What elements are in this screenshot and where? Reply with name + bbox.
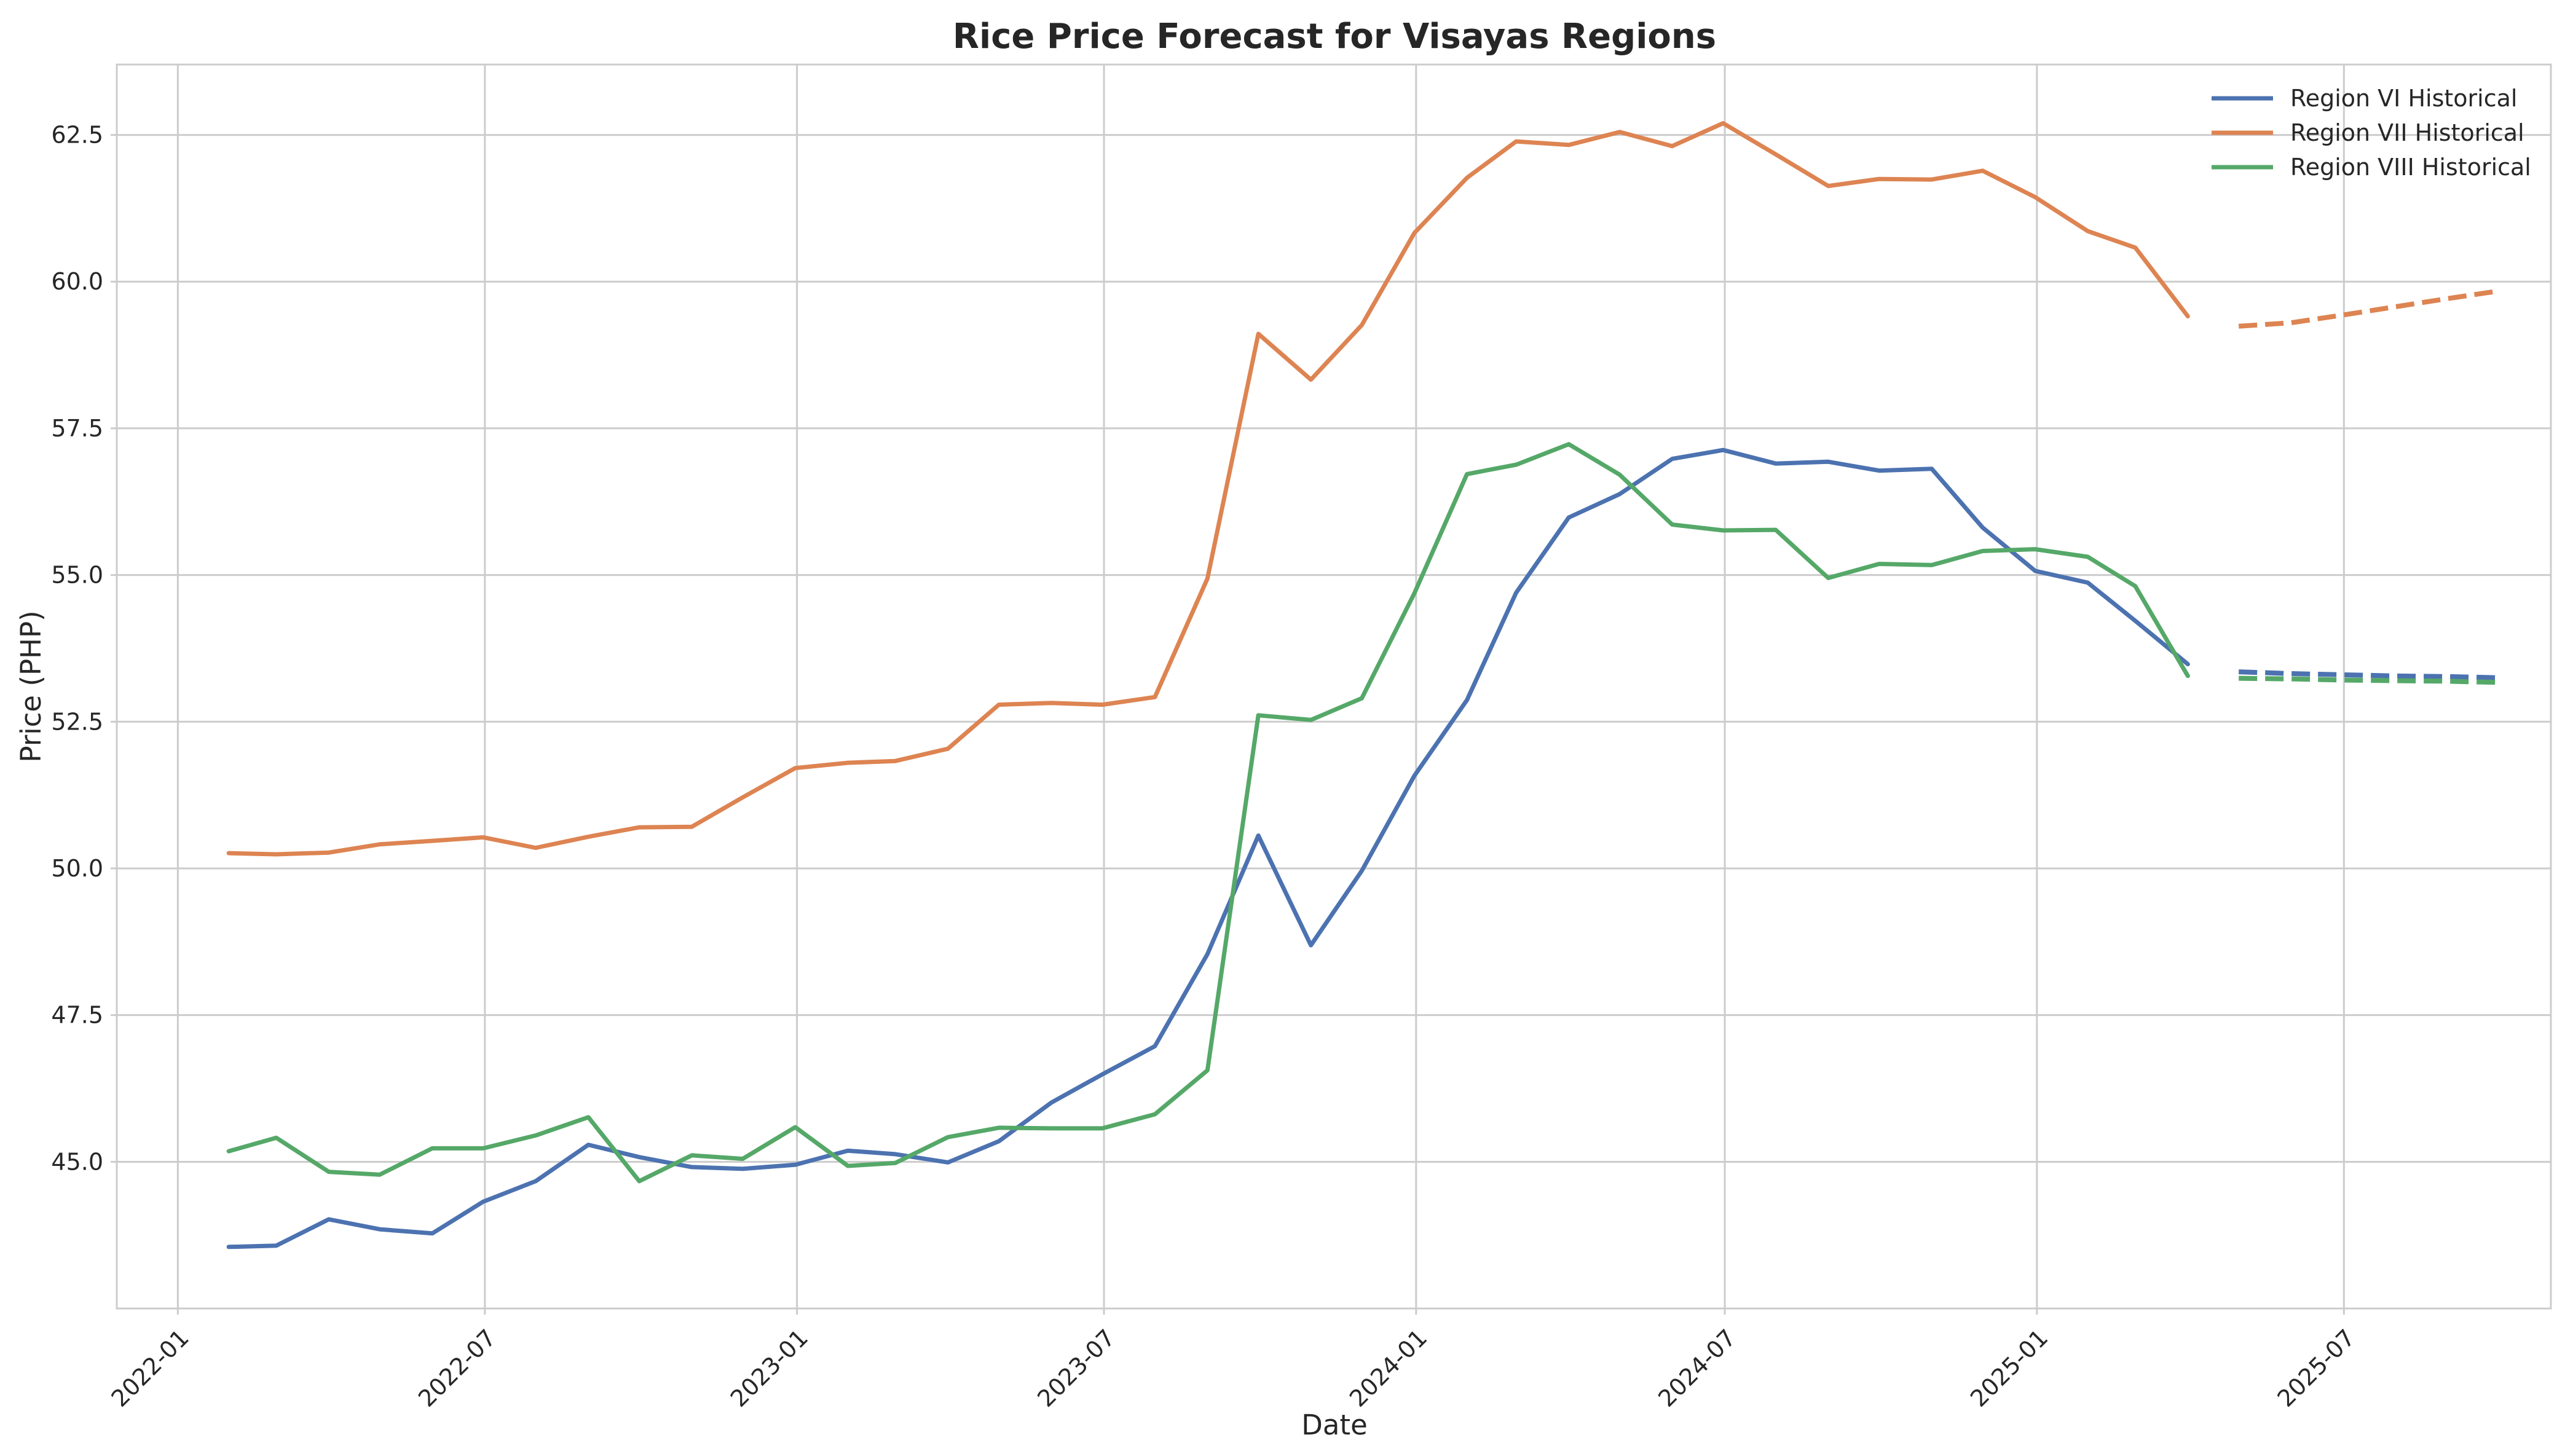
grid [117,65,2551,1308]
forecast-line-1 [2239,669,2499,680]
legend-label-2: Region VII Historical [2290,119,2524,146]
y-tick-label: 55.0 [51,562,103,589]
series-lines [226,121,2499,1249]
y-tick-label: 60.0 [51,268,103,295]
y-tick-label: 47.5 [51,1002,103,1029]
y-tick-label: 45.0 [51,1148,103,1175]
series-line-3 [226,442,2190,1184]
series-line-2 [226,121,2190,857]
y-tick-label: 52.5 [51,708,103,735]
legend-label-3: Region VIII Historical [2290,154,2531,181]
y-tick-label: 57.5 [51,415,103,442]
y-axis-label: Price (PHP) [15,610,47,762]
series-line-1 [226,447,2190,1249]
y-tick-label: 50.0 [51,855,103,882]
forecast-line-2 [2238,288,2499,329]
forecast-line-3 [2239,675,2499,685]
x-axis-label: Date [1301,1409,1368,1441]
chart-title: Rice Price Forecast for Visayas Regions [953,17,1716,57]
legend: Region VI Historical Region VII Historica… [2212,85,2531,181]
legend-label-1: Region VI Historical [2290,85,2517,112]
plot-frame [116,63,2552,1310]
y-tick-label: 62.5 [51,122,103,149]
